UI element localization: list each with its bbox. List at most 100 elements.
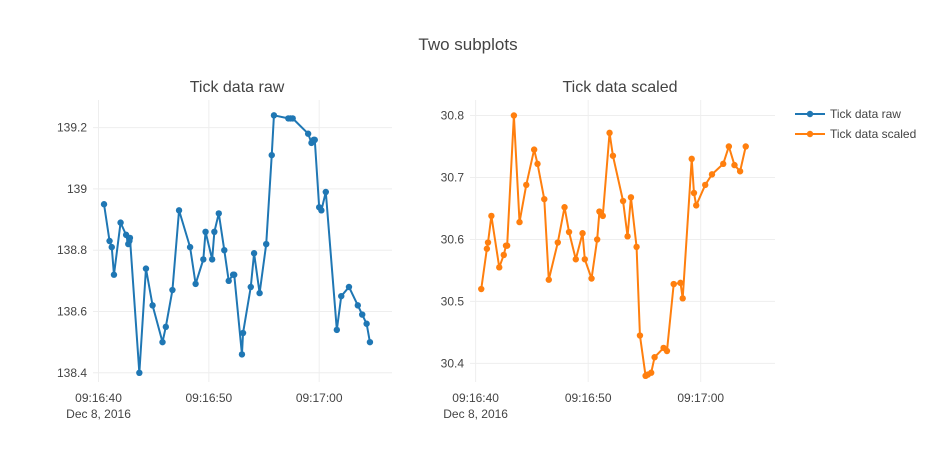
data-point-scaled-18[interactable] (572, 256, 579, 263)
data-point-raw-51[interactable] (366, 338, 374, 346)
data-point-raw-44[interactable] (322, 188, 330, 196)
data-point-scaled-48[interactable] (731, 161, 738, 169)
data-point-raw-15[interactable] (175, 207, 183, 214)
data-point-scaled-22[interactable] (593, 236, 601, 243)
data-point-scaled-12[interactable] (534, 160, 541, 168)
data-point-raw-41[interactable] (311, 136, 318, 144)
data-point-raw-16[interactable] (186, 243, 194, 251)
data-point-scaled-23[interactable] (596, 208, 603, 215)
data-point-raw-45[interactable] (333, 326, 341, 334)
data-point-raw-18[interactable] (200, 256, 207, 263)
data-point-raw-2[interactable] (108, 243, 115, 251)
data-point-scaled-4[interactable] (496, 264, 503, 271)
data-point-raw-8[interactable] (126, 234, 134, 242)
data-point-raw-21[interactable] (211, 228, 218, 236)
data-point-raw-13[interactable] (162, 323, 170, 331)
data-point-raw-20[interactable] (208, 256, 216, 263)
data-point-raw-17[interactable] (192, 280, 199, 288)
data-point-scaled-14[interactable] (545, 276, 552, 283)
data-point-raw-10[interactable] (142, 265, 150, 272)
data-point-scaled-0[interactable] (478, 285, 485, 293)
data-point-scaled-37[interactable] (663, 347, 671, 355)
data-point-scaled-27[interactable] (619, 197, 627, 205)
y-tick-label-scaled-4: 30.8 (441, 108, 465, 122)
data-point-scaled-44[interactable] (702, 181, 709, 189)
data-point-scaled-45[interactable] (708, 171, 716, 178)
data-point-raw-28[interactable] (239, 329, 247, 337)
data-point-raw-12[interactable] (159, 338, 166, 346)
data-point-scaled-25[interactable] (606, 129, 613, 137)
x-tick-sublabel-scaled-0: Dec 8, 2016 (443, 407, 508, 421)
data-point-raw-33[interactable] (268, 151, 275, 159)
data-point-raw-34[interactable] (270, 112, 278, 119)
data-point-scaled-34[interactable] (647, 369, 655, 376)
data-point-raw-4[interactable] (117, 219, 124, 226)
y-tick-label-scaled-2: 30.6 (441, 232, 465, 246)
data-point-scaled-1[interactable] (483, 245, 491, 252)
data-point-scaled-24[interactable] (599, 212, 607, 220)
data-point-scaled-3[interactable] (488, 212, 495, 220)
data-point-scaled-46[interactable] (720, 160, 727, 168)
data-point-scaled-17[interactable] (565, 228, 573, 236)
data-point-scaled-19[interactable] (579, 230, 586, 237)
data-point-scaled-39[interactable] (677, 279, 684, 287)
data-point-scaled-5[interactable] (500, 251, 507, 259)
data-point-raw-1[interactable] (106, 237, 113, 245)
data-point-scaled-47[interactable] (725, 143, 733, 150)
data-point-raw-22[interactable] (215, 210, 222, 217)
legend-item-raw[interactable]: Tick data raw (795, 107, 901, 121)
data-point-raw-30[interactable] (250, 250, 258, 257)
data-point-scaled-9[interactable] (516, 218, 523, 226)
y-tick-label-scaled-1: 30.5 (441, 294, 465, 308)
x-tick-label-raw-0: 09:16:40 (75, 391, 122, 405)
data-point-raw-43[interactable] (318, 207, 325, 214)
data-point-raw-24[interactable] (225, 277, 232, 285)
data-point-scaled-21[interactable] (588, 275, 595, 282)
data-point-scaled-13[interactable] (541, 195, 548, 203)
data-point-raw-19[interactable] (202, 228, 209, 236)
data-point-scaled-20[interactable] (581, 256, 588, 263)
legend-item-scaled[interactable]: Tick data scaled (795, 127, 916, 141)
data-point-raw-37[interactable] (289, 115, 296, 122)
data-point-scaled-15[interactable] (554, 239, 561, 246)
data-point-scaled-11[interactable] (530, 146, 538, 153)
data-point-raw-23[interactable] (221, 246, 228, 254)
y-tick-label-raw-3: 139 (67, 182, 87, 196)
data-point-scaled-35[interactable] (651, 354, 658, 361)
data-point-scaled-7[interactable] (503, 242, 511, 249)
data-point-scaled-50[interactable] (742, 143, 749, 150)
data-point-scaled-29[interactable] (627, 194, 635, 201)
data-point-raw-29[interactable] (247, 283, 254, 291)
data-point-raw-49[interactable] (359, 311, 366, 318)
data-point-scaled-10[interactable] (523, 181, 530, 189)
data-point-scaled-8[interactable] (510, 112, 518, 119)
data-point-raw-9[interactable] (136, 369, 143, 377)
data-point-scaled-30[interactable] (633, 243, 640, 251)
data-point-raw-3[interactable] (110, 271, 118, 278)
data-point-raw-11[interactable] (149, 302, 156, 309)
data-point-raw-48[interactable] (354, 302, 361, 309)
data-point-raw-46[interactable] (338, 292, 345, 300)
data-point-scaled-49[interactable] (736, 168, 744, 175)
data-point-scaled-26[interactable] (609, 152, 617, 159)
data-point-scaled-28[interactable] (624, 233, 631, 240)
data-point-raw-14[interactable] (169, 286, 176, 294)
data-point-scaled-43[interactable] (693, 202, 700, 209)
data-point-scaled-16[interactable] (561, 204, 568, 211)
data-point-raw-26[interactable] (231, 271, 238, 278)
data-point-scaled-42[interactable] (690, 189, 698, 197)
data-point-scaled-38[interactable] (670, 280, 677, 288)
y-tick-label-raw-4: 139.2 (57, 121, 87, 135)
data-point-raw-50[interactable] (363, 320, 370, 327)
data-point-raw-31[interactable] (256, 289, 263, 297)
data-point-raw-0[interactable] (100, 201, 108, 208)
data-point-raw-32[interactable] (263, 240, 270, 248)
data-point-raw-27[interactable] (238, 351, 246, 358)
data-point-raw-38[interactable] (304, 130, 312, 137)
data-point-scaled-41[interactable] (688, 155, 695, 163)
data-point-scaled-2[interactable] (484, 239, 492, 246)
data-point-scaled-31[interactable] (636, 332, 644, 339)
data-point-scaled-40[interactable] (679, 295, 686, 302)
data-point-raw-47[interactable] (345, 283, 353, 291)
